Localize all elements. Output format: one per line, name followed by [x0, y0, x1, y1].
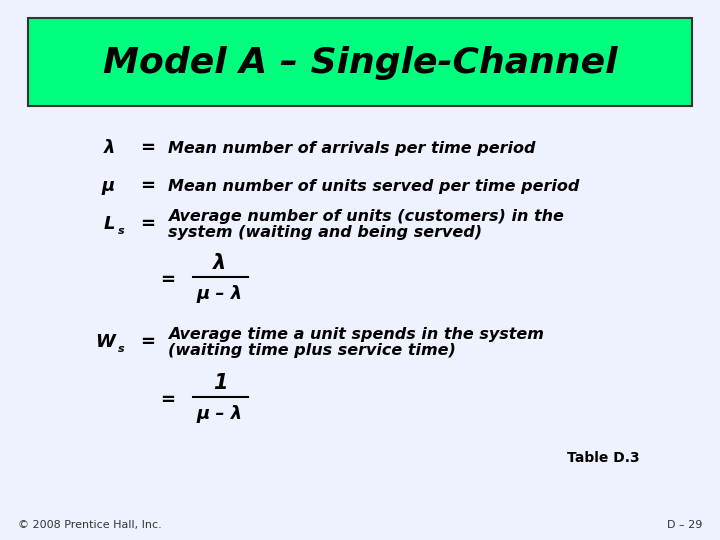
Text: =: = — [161, 271, 176, 289]
Text: Average time a unit spends in the system: Average time a unit spends in the system — [168, 327, 544, 341]
Text: =: = — [140, 177, 156, 195]
Text: =: = — [161, 391, 176, 409]
Text: μ: μ — [102, 177, 115, 195]
Text: =: = — [140, 139, 156, 157]
Text: s: s — [118, 226, 125, 236]
Text: system (waiting and being served): system (waiting and being served) — [168, 226, 482, 240]
Text: Mean number of arrivals per time period: Mean number of arrivals per time period — [168, 140, 536, 156]
Text: Mean number of units served per time period: Mean number of units served per time per… — [168, 179, 580, 193]
Text: Model A – Single-Channel: Model A – Single-Channel — [103, 46, 617, 80]
Text: Table D.3: Table D.3 — [567, 451, 640, 465]
Text: 1: 1 — [212, 373, 228, 393]
Text: μ – λ: μ – λ — [197, 405, 243, 423]
Text: λ: λ — [213, 253, 227, 273]
Text: (waiting time plus service time): (waiting time plus service time) — [168, 343, 456, 359]
Text: Average number of units (customers) in the: Average number of units (customers) in t… — [168, 208, 564, 224]
Text: D – 29: D – 29 — [667, 520, 702, 530]
Text: s: s — [118, 344, 125, 354]
Text: L: L — [104, 215, 115, 233]
Text: © 2008 Prentice Hall, Inc.: © 2008 Prentice Hall, Inc. — [18, 520, 162, 530]
Text: λ: λ — [104, 139, 115, 157]
FancyBboxPatch shape — [28, 18, 692, 106]
Text: W: W — [95, 333, 115, 351]
Text: =: = — [140, 215, 156, 233]
Text: =: = — [140, 333, 156, 351]
Text: μ – λ: μ – λ — [197, 285, 243, 303]
